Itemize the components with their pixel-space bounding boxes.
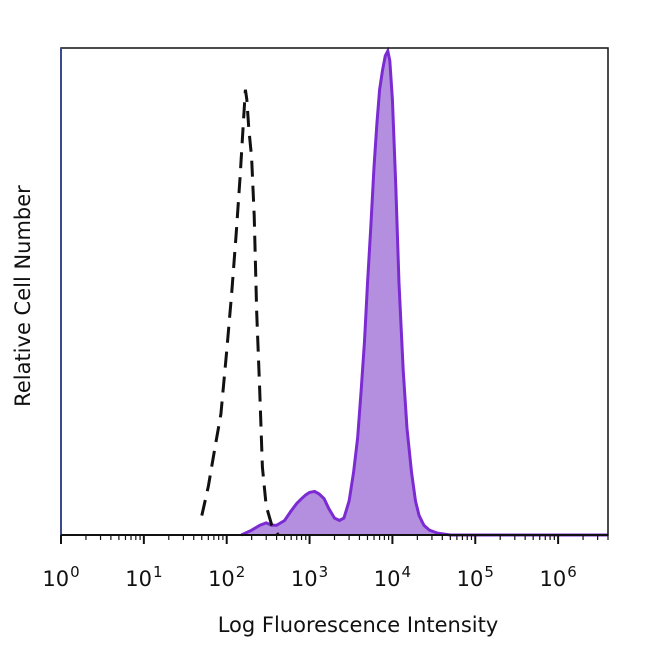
x-tick-label: 105 — [457, 563, 494, 591]
x-tick-base: 10 — [457, 567, 484, 591]
x-axis-tick-labels: 100 101 102 103 104 105 106 — [42, 563, 576, 591]
x-tick-label: 102 — [208, 563, 245, 591]
x-tick-base: 10 — [291, 567, 318, 591]
x-tick-exponent: 5 — [484, 563, 494, 581]
y-axis-title: Relative Cell Number — [11, 185, 35, 407]
x-tick-base: 10 — [125, 567, 152, 591]
x-axis-title: Log Fluorescence Intensity — [218, 613, 499, 637]
x-tick-exponent: 1 — [153, 563, 163, 581]
x-tick-label: 100 — [42, 563, 79, 591]
x-tick-exponent: 3 — [319, 563, 329, 581]
x-tick-label: 106 — [539, 563, 576, 591]
x-tick-base: 10 — [374, 567, 401, 591]
x-tick-exponent: 0 — [70, 563, 80, 581]
positive-histogram-line — [240, 46, 608, 537]
x-tick-label: 101 — [125, 563, 162, 591]
x-tick-label: 103 — [291, 563, 328, 591]
x-tick-base: 10 — [42, 567, 69, 591]
x-tick-exponent: 6 — [567, 563, 577, 581]
x-tick-base: 10 — [208, 567, 235, 591]
plot-area — [200, 46, 609, 537]
control-histogram-line — [200, 89, 280, 536]
x-tick-exponent: 2 — [236, 563, 246, 581]
x-tick-label: 104 — [374, 563, 411, 591]
x-tick-exponent: 4 — [402, 563, 412, 581]
x-tick-base: 10 — [539, 567, 566, 591]
x-axis-ticks — [60, 535, 609, 544]
